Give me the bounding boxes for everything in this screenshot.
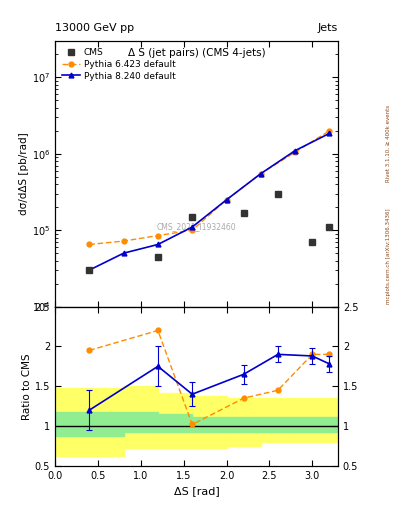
Y-axis label: dσ/dΔS [pb/rad]: dσ/dΔS [pb/rad] <box>19 133 29 215</box>
Pythia 6.423 default <box>156 232 160 239</box>
Pythia 8.240 default <box>327 131 332 137</box>
Text: Rivet 3.1.10, ≥ 400k events: Rivet 3.1.10, ≥ 400k events <box>386 105 391 182</box>
Pythia 8.240 default <box>224 197 229 203</box>
Text: Jets: Jets <box>318 23 338 33</box>
Pythia 6.423 default <box>327 127 332 134</box>
Pythia 6.423 default <box>259 170 263 177</box>
Pythia 8.240 default <box>156 241 160 247</box>
Pythia 8.240 default <box>293 147 298 154</box>
Text: mcplots.cern.ch [arXiv:1306.3436]: mcplots.cern.ch [arXiv:1306.3436] <box>386 208 391 304</box>
Text: Δ S (jet pairs) (CMS 4-jets): Δ S (jet pairs) (CMS 4-jets) <box>128 48 265 57</box>
Pythia 8.240 default <box>190 224 195 230</box>
CMS <box>275 190 280 197</box>
Pythia 6.423 default <box>293 149 298 155</box>
CMS <box>87 267 92 273</box>
CMS <box>310 239 315 245</box>
CMS <box>156 253 160 260</box>
Y-axis label: Ratio to CMS: Ratio to CMS <box>22 353 32 419</box>
Pythia 6.423 default <box>121 238 126 244</box>
Pythia 6.423 default <box>190 227 195 233</box>
X-axis label: ΔS [rad]: ΔS [rad] <box>174 486 219 496</box>
Line: Pythia 8.240 default: Pythia 8.240 default <box>87 131 332 272</box>
CMS <box>241 209 246 216</box>
Pythia 6.423 default <box>87 241 92 247</box>
Line: CMS: CMS <box>86 190 332 273</box>
Text: 13000 GeV pp: 13000 GeV pp <box>55 23 134 33</box>
Line: Pythia 6.423 default: Pythia 6.423 default <box>87 129 332 247</box>
Pythia 8.240 default <box>87 267 92 273</box>
Pythia 6.423 default <box>224 197 229 203</box>
Pythia 8.240 default <box>259 170 263 177</box>
Legend: CMS, Pythia 6.423 default, Pythia 8.240 default: CMS, Pythia 6.423 default, Pythia 8.240 … <box>59 46 178 83</box>
CMS <box>190 214 195 220</box>
Pythia 8.240 default <box>121 250 126 256</box>
Text: CMS_2021_I1932460: CMS_2021_I1932460 <box>157 222 236 231</box>
CMS <box>327 224 332 230</box>
